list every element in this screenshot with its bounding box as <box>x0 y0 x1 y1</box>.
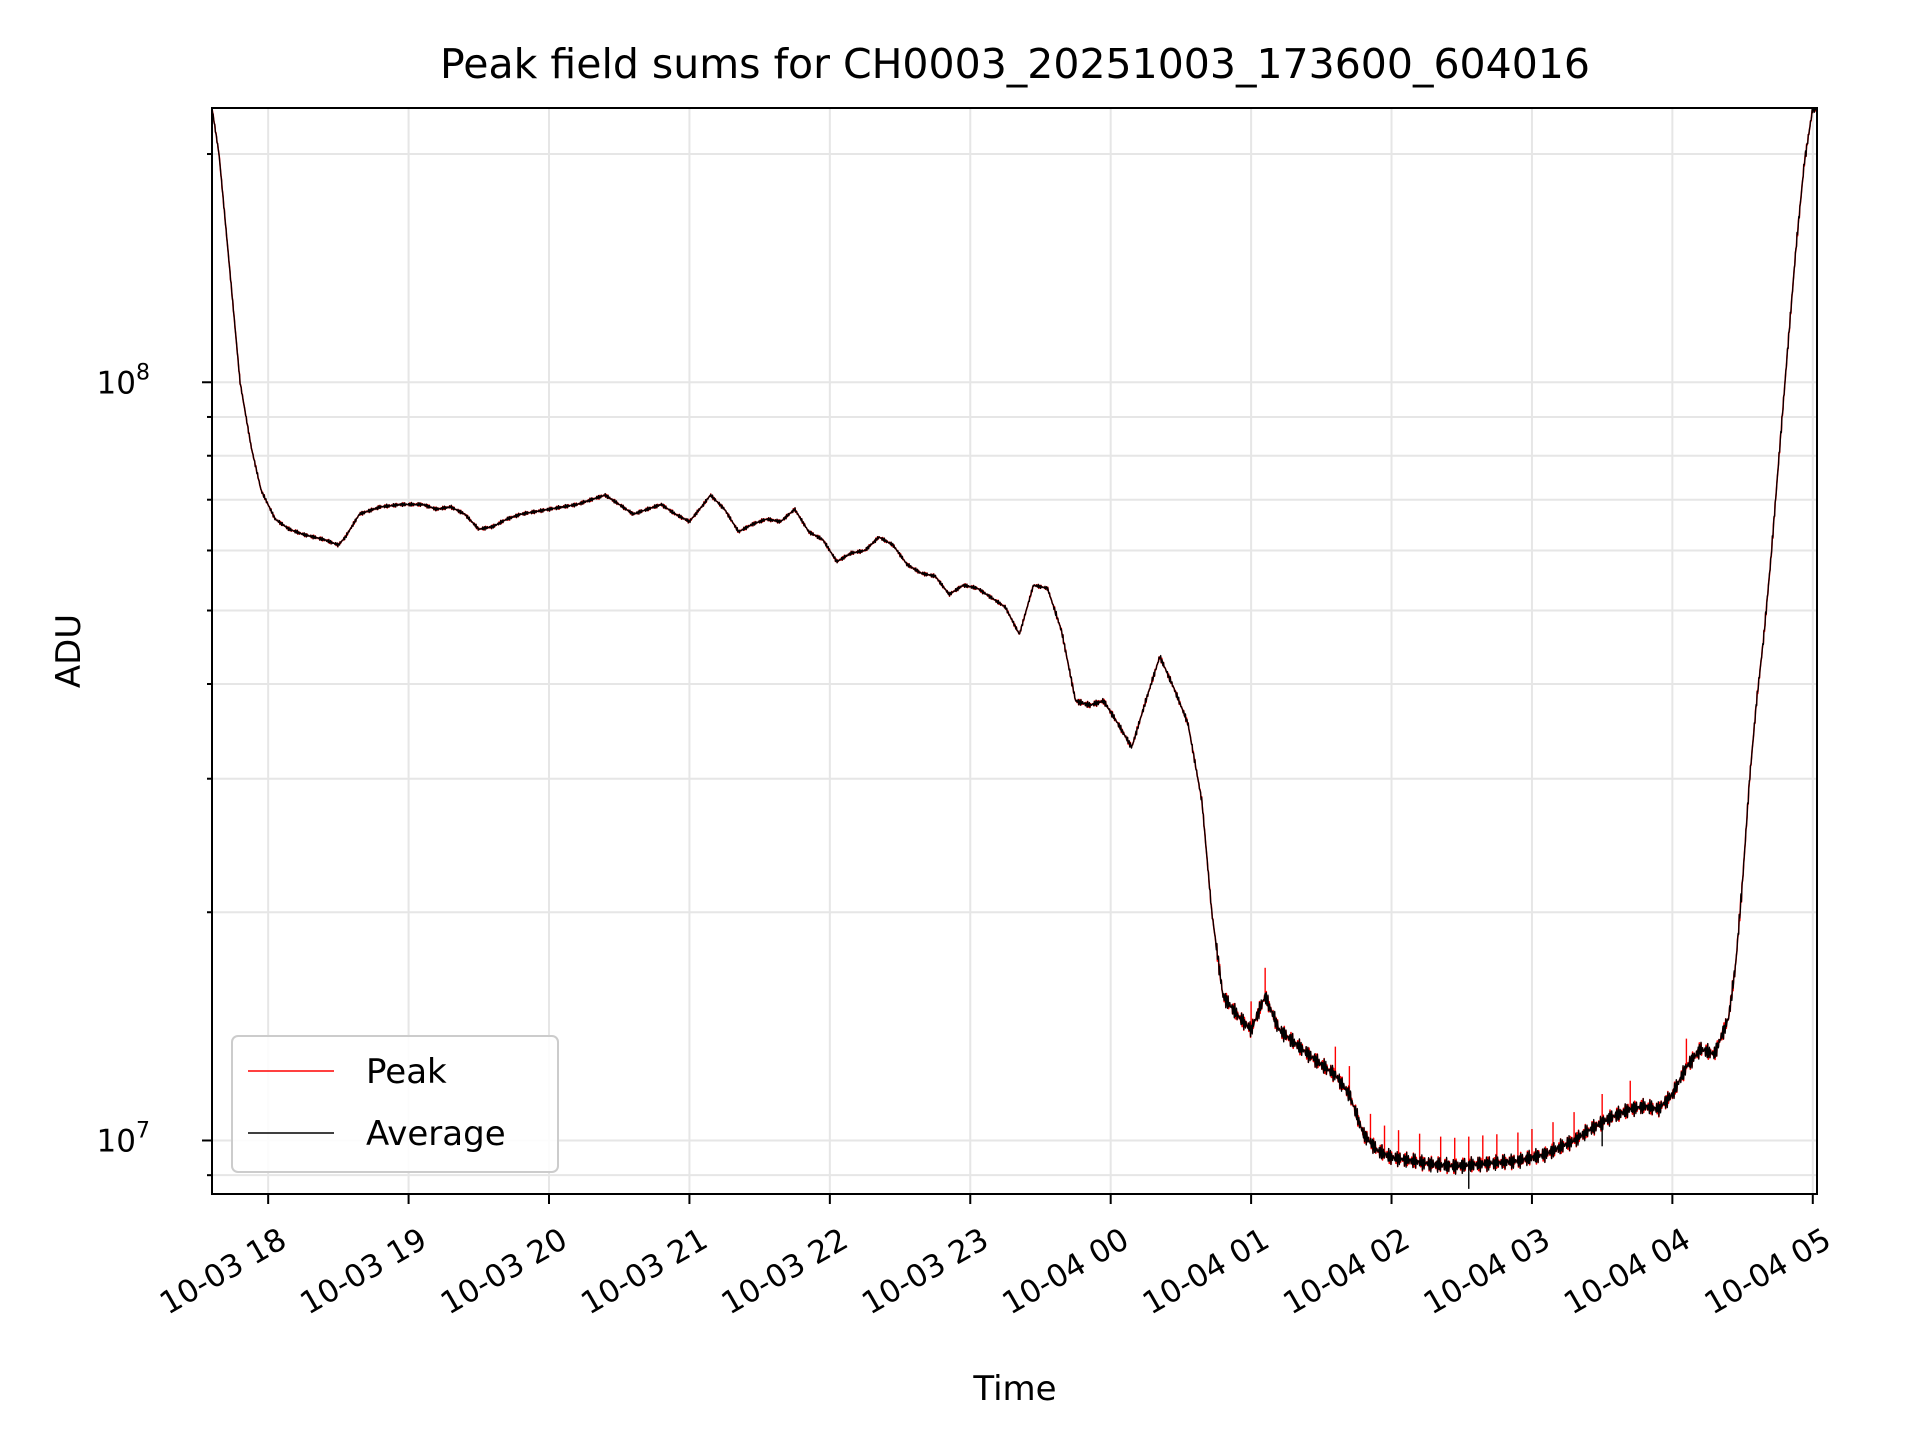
legend-box <box>231 1035 559 1173</box>
y-axis-label: ADU <box>49 614 89 688</box>
series-line-average <box>211 107 1818 1175</box>
x-axis-label: Time <box>972 1369 1056 1409</box>
y-tick-label: 107 <box>97 1118 150 1159</box>
legend: Peak Average <box>231 1035 559 1173</box>
legend-label-peak: Peak <box>366 1052 447 1092</box>
legend-label-average: Average <box>366 1114 506 1154</box>
y-tick-label: 108 <box>97 360 150 401</box>
chart-title: Peak field sums for CH0003_20251003_1736… <box>440 40 1590 88</box>
grid-layer <box>212 108 1817 1194</box>
plot-frame <box>211 107 1818 1195</box>
y-axis: 107 108 <box>97 153 212 1177</box>
series-layer <box>211 107 1818 1189</box>
